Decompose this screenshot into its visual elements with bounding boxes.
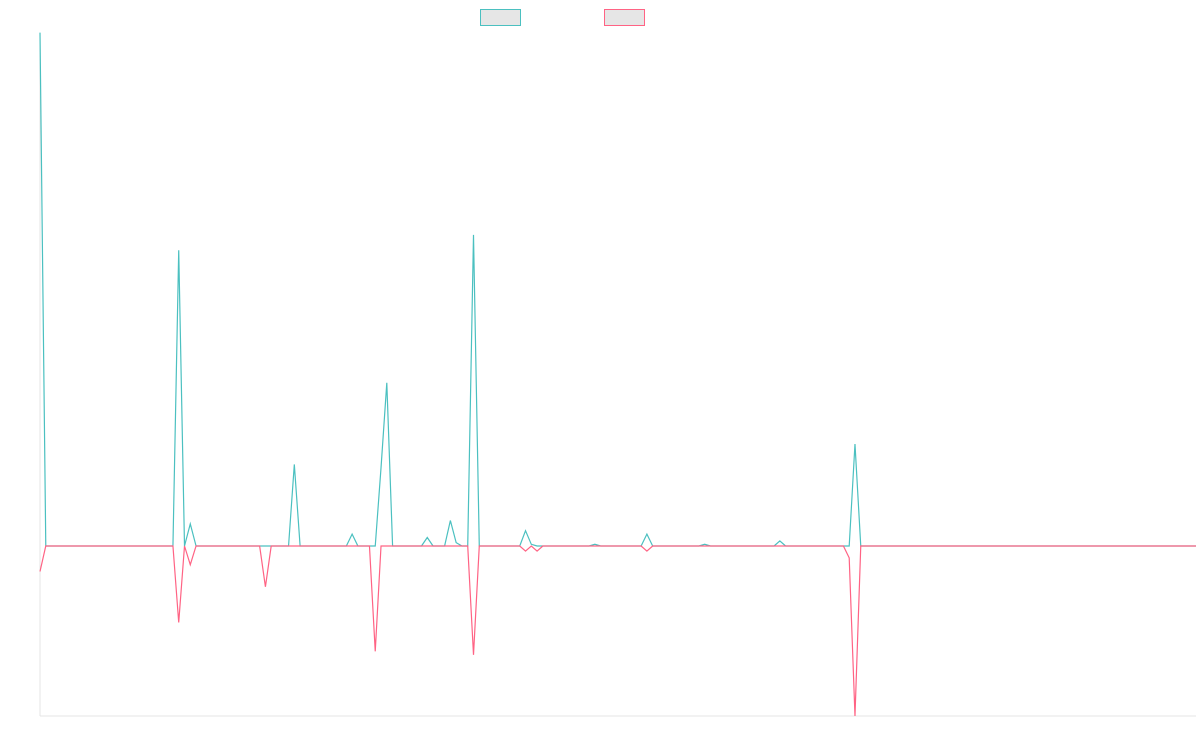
series-line-1 <box>39 32 1196 547</box>
legend-swatch-1 <box>480 9 521 26</box>
legend-swatch-2 <box>604 9 645 26</box>
axes <box>39 36 1196 717</box>
legend <box>480 9 645 26</box>
series-line-2 <box>39 545 1196 717</box>
series-layer <box>39 32 1196 717</box>
